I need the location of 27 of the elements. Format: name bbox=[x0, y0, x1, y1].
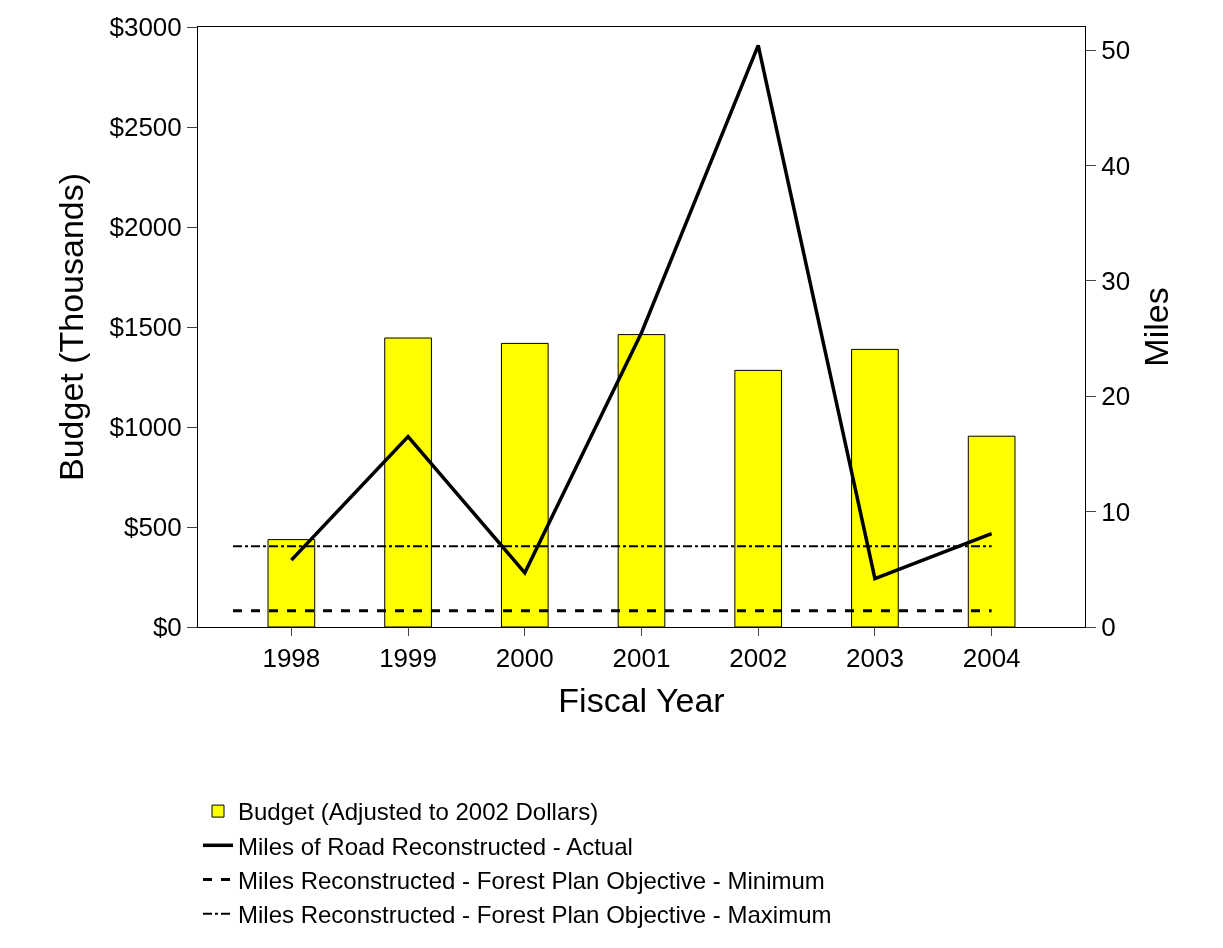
x-tick-label: 2004 bbox=[962, 643, 1021, 674]
x-tick-label: 1999 bbox=[379, 643, 437, 674]
y-tick-label: $3000 bbox=[109, 12, 182, 43]
x-axis-title: Fiscal Year bbox=[558, 680, 725, 719]
x-tick-label: 1998 bbox=[262, 643, 321, 674]
y2-tick-label: 0 bbox=[1101, 612, 1116, 643]
y-tick-label: $1000 bbox=[109, 412, 182, 443]
y-axis-title: Budget (Thousands) bbox=[52, 172, 91, 482]
y2-tick-label: 40 bbox=[1101, 150, 1131, 181]
y2-tick-label: 10 bbox=[1101, 496, 1131, 527]
legend-label: Miles of Road Reconstructed - Actual bbox=[238, 832, 633, 860]
x-tick-label: 2000 bbox=[495, 643, 554, 674]
y2-tick-label: 30 bbox=[1101, 265, 1131, 296]
legend-label: Miles Reconstructed - Forest Plan Objective - Maximum bbox=[238, 901, 832, 929]
y-tick-label: $0 bbox=[152, 612, 182, 643]
x-tick-label: 2002 bbox=[729, 643, 788, 674]
legend-label: Budget (Adjusted to 2002 Dollars) bbox=[238, 798, 599, 826]
y-tick-label: $1500 bbox=[109, 312, 182, 343]
y-tick-label: $2000 bbox=[109, 212, 182, 243]
x-tick-label: 2001 bbox=[612, 643, 671, 674]
legend-label: Miles Reconstructed - Forest Plan Objective - Minimum bbox=[238, 866, 825, 894]
x-tick-label: 2003 bbox=[846, 643, 904, 674]
y-tick-label: $500 bbox=[123, 512, 182, 543]
y2-tick-label: 50 bbox=[1101, 35, 1131, 66]
y2-axis-title: Miles bbox=[1137, 287, 1176, 367]
y-tick-label: $2500 bbox=[109, 112, 182, 143]
y2-tick-label: 20 bbox=[1101, 381, 1131, 412]
